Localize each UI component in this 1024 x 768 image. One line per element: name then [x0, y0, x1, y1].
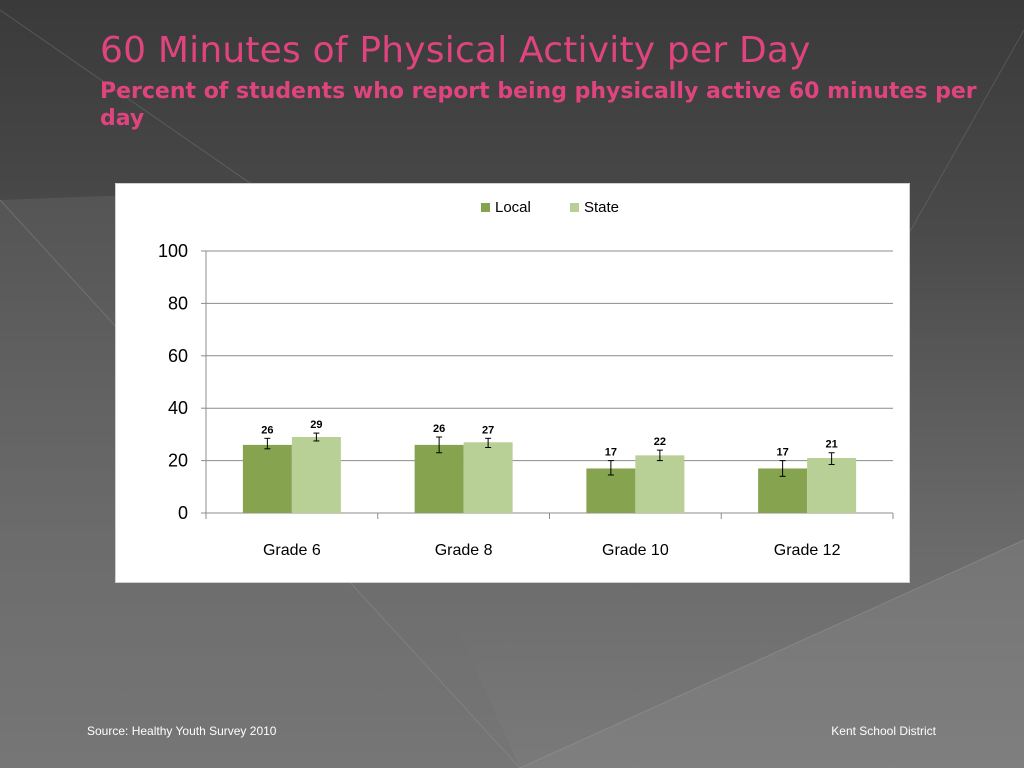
- legend-swatch-local: [481, 203, 490, 212]
- x-tick-label: Grade 8: [435, 542, 493, 559]
- data-label: 17: [605, 447, 617, 459]
- bar-local: [414, 444, 464, 513]
- bar-state: [807, 457, 857, 513]
- x-tick-label: Grade 10: [602, 542, 669, 559]
- bar-local: [586, 468, 636, 513]
- slide-title: 60 Minutes of Physical Activity per Day: [100, 30, 811, 71]
- bar-local: [242, 444, 292, 513]
- bar-state: [291, 437, 341, 513]
- source-note: Source: Healthy Youth Survey 2010: [87, 724, 277, 738]
- legend-label-local: Local: [495, 199, 531, 216]
- chart-container: 0 20 40 60 80 100 Grade 6 Grade 8 Grade 10 Grade …: [115, 183, 910, 583]
- bar-state: [463, 442, 513, 513]
- x-tick-label: Grade 6: [263, 542, 321, 559]
- legend-label-state: State: [584, 199, 619, 216]
- y-tick-label: 20: [168, 451, 188, 471]
- x-tick-label: Grade 12: [774, 542, 841, 559]
- data-label: 29: [310, 419, 322, 431]
- legend-swatch-state: [570, 203, 579, 212]
- district-name: Kent School District: [831, 724, 936, 738]
- y-tick-label: 40: [168, 398, 188, 418]
- y-tick-label: 80: [168, 293, 188, 313]
- bar-state: [635, 455, 685, 513]
- y-tick-label: 60: [168, 346, 188, 366]
- data-label: 22: [654, 436, 666, 448]
- data-label: 26: [433, 423, 445, 435]
- bar-chart: 0 20 40 60 80 100 Grade 6 Grade 8 Grade 10 Grade …: [158, 199, 894, 559]
- data-label: 27: [482, 424, 494, 436]
- slide-subtitle: Percent of students who report being phy…: [100, 79, 977, 131]
- y-tick-label: 0: [178, 503, 188, 523]
- y-tick-label: 100: [158, 241, 188, 261]
- data-label: 26: [261, 424, 273, 436]
- data-label: 17: [777, 447, 789, 459]
- data-label: 21: [826, 439, 838, 451]
